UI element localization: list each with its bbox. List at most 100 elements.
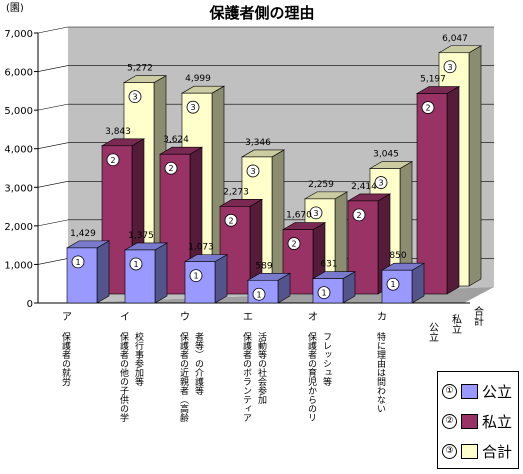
y-tick-label: 2,000 [4,222,33,233]
bar-side [446,86,460,295]
depth-axis-label: 合計 [472,305,484,327]
bar-marker-number: 1 [193,272,198,281]
bar-marker-circle [309,206,323,220]
value-label: 850 [389,251,406,261]
value-label: 5,197 [420,75,446,85]
bar-front [184,261,216,304]
gridline-side [37,142,69,150]
legend-item-total: ③ 合計 [442,438,512,464]
bar-marker-number: 1 [390,280,395,289]
legend-swatch-public [461,383,478,399]
legend-item-public: ① 公立 [442,378,512,404]
bar-marker-number: 2 [168,164,173,173]
bar-2-5: 2 2,414 [346,182,392,295]
bar-1-3: 1 1,073 [183,243,229,304]
value-label: 2,273 [223,187,249,197]
bar-marker-number: 1 [133,260,138,269]
bar-marker-circle [106,153,120,167]
depth-axis-label: 公立 [427,322,439,342]
legend-swatch-total [461,443,478,459]
bar-marker-circle [443,60,457,74]
bar-marker-circle [421,101,435,114]
y-tick-label: 6,000 [4,68,33,79]
category-letter: ウ [180,311,190,323]
value-label: 1,670 [286,211,312,221]
bar-marker-number: 2 [291,240,296,249]
bar-marker-circle [374,176,388,189]
value-label: 2,414 [351,182,377,192]
value-label: 5,272 [127,64,153,74]
legend-label-total: 合計 [482,442,513,461]
bars-layer: 3 5,272 3 4,999 3 3,346 3 2,259 3 3,045 3 6,047 2 3,8… [65,34,483,304]
bar-2-6: 2 5,197 [415,75,461,295]
y-tick-label: 0 [27,299,33,310]
y-axis-unit: (園) [6,2,24,14]
legend-item-private: ② 私立 [442,408,512,434]
bar-marker-circle [252,287,266,301]
bar-marker-number: 3 [378,179,383,188]
bar-marker-circle [128,90,142,104]
legend-marker-1: ① [442,383,457,399]
bar-side [214,254,228,304]
category-letter: エ [243,312,253,323]
legend-label-public: 公立 [482,382,513,401]
bar-1-1: 1 1,429 [65,229,111,304]
bar-side [154,242,168,304]
value-label: 1,375 [128,231,154,241]
legend-label-private: 私立 [482,412,513,431]
legend-marker-2: ② [442,413,457,429]
value-label: 2,259 [308,180,334,190]
bar-marker-number: 2 [110,156,115,165]
value-label: 6,047 [442,34,468,44]
category-line: フレッシュ等 [321,332,332,386]
depth-axis-labels: 公立 私立 合計 [427,305,484,342]
bar-marker-number: 1 [321,289,326,298]
gridline-side [37,103,69,111]
chart-title: 保護者側の理由 [208,4,314,22]
bar-marker-circle [164,161,178,175]
y-tick-label: 7,000 [4,29,33,40]
legend-marker-3: ③ [442,443,457,459]
bar-side [468,45,482,287]
gridline-side [37,180,69,188]
bar-marker-circle [287,237,301,250]
bar-marker-number: 3 [250,167,255,176]
value-label: 3,346 [245,138,271,148]
category-line: 特に理由は問わない [375,331,386,413]
y-tick-label: 1,000 [4,260,33,271]
value-label: 3,624 [163,135,189,145]
bar-marker-circle [317,286,331,300]
category-letter: ア [62,312,72,323]
bar-side [96,240,110,304]
y-tick-label: 4,000 [4,145,33,156]
bar-1-2: 1 1,375 [123,231,169,304]
bar-marker-number: 1 [256,290,261,299]
bar-marker-circle [189,269,203,283]
bar-side [271,149,285,287]
y-axis-ticks: 0 1,000 2,000 3,000 4,000 5,000 6,000 7,000 [4,29,38,310]
value-label: 4,999 [185,74,211,84]
gridline-side [37,26,69,34]
chart-floor [38,287,494,303]
value-label: 1,429 [70,229,96,239]
depth-axis-label: 私立 [450,314,462,334]
bar-marker-number: 3 [132,93,137,102]
category-line: 保護者の近親者（高齢 [178,331,189,423]
bar-front [66,247,98,304]
gridline-side [37,258,69,265]
legend: ① 公立 ② 私立 ③ 合計 [437,371,519,469]
category-letter: カ [377,311,387,323]
bar-marker-circle [129,257,143,271]
category-line: 校行事参加等 [133,331,144,386]
bar-marker-circle [224,213,238,227]
value-label: 1,073 [188,243,214,253]
gridline-side [37,65,69,72]
bar-marker-circle [386,277,400,291]
